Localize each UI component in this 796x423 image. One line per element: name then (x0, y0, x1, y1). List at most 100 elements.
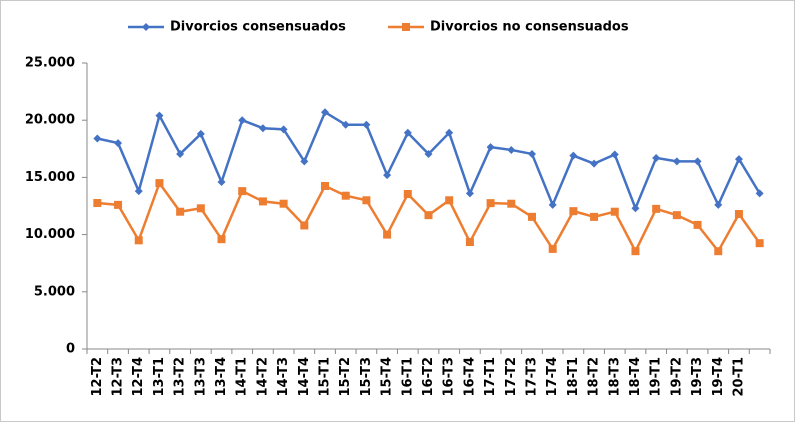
data-point (631, 247, 640, 256)
x-tick-label: 14-T3 (276, 357, 291, 397)
x-tick-label: 18-T1 (566, 357, 581, 397)
data-point (590, 212, 599, 221)
x-tick-label: 15-T2 (338, 357, 353, 397)
data-point (507, 145, 516, 154)
data-point (445, 196, 454, 205)
data-point (93, 199, 102, 208)
x-tick-label: 12-T3 (111, 357, 126, 397)
data-point (672, 211, 681, 220)
data-point (279, 199, 288, 208)
data-point (527, 212, 536, 221)
data-point (362, 120, 371, 129)
x-tick-label: 13-T3 (193, 357, 208, 397)
y-tick-label: 20.000 (25, 113, 75, 128)
x-tick-label: 17-T2 (504, 357, 519, 397)
data-point (383, 230, 392, 239)
data-point (652, 153, 661, 162)
x-tick-label: 13-T1 (152, 357, 167, 397)
x-tick-label: 15-T3 (359, 357, 374, 397)
data-point (155, 111, 164, 120)
data-point (155, 179, 164, 188)
data-point (693, 157, 702, 166)
x-tick-label: 17-T1 (483, 357, 498, 397)
data-point (279, 125, 288, 134)
x-tick-label: 12-T2 (90, 357, 105, 397)
x-tick-label: 19-T4 (711, 357, 726, 397)
data-point (693, 220, 702, 229)
data-point (486, 199, 495, 208)
x-tick-label: 16-T3 (442, 357, 457, 397)
data-point (755, 189, 764, 198)
data-point (196, 129, 205, 138)
data-point (652, 204, 661, 213)
data-point (403, 189, 412, 198)
data-point (362, 196, 371, 205)
x-tick-label: 17-T3 (524, 357, 539, 397)
y-tick-label: 25.000 (25, 56, 75, 71)
x-tick-label: 15-T1 (318, 357, 333, 397)
data-point (424, 211, 433, 220)
data-point (569, 151, 578, 160)
data-point (465, 238, 474, 247)
x-tick-label: 18-T3 (607, 357, 622, 397)
data-point (176, 207, 185, 216)
data-point (217, 235, 226, 244)
x-tick-label: 17-T4 (545, 357, 560, 397)
data-point (714, 200, 723, 209)
y-tick-label: 0 (66, 342, 75, 357)
x-tick-label: 19-T2 (669, 357, 684, 397)
x-tick-label: 14-T4 (297, 357, 312, 397)
x-tick-label: 16-T1 (400, 357, 415, 397)
data-point (258, 197, 267, 206)
x-tick-label: 19-T3 (690, 357, 705, 397)
data-point (258, 124, 267, 133)
data-point (755, 239, 764, 248)
x-tick-label: 13-T2 (173, 357, 188, 397)
data-point (548, 244, 557, 253)
data-point (176, 149, 185, 158)
data-point (569, 207, 578, 216)
x-tick-label: 13-T4 (214, 357, 229, 397)
x-tick-label: 12-T4 (131, 357, 146, 397)
data-point (238, 187, 247, 196)
data-point (403, 128, 412, 137)
data-point (300, 221, 309, 230)
x-tick-label: 14-T2 (255, 357, 270, 397)
data-point (196, 204, 205, 213)
data-point (610, 207, 619, 216)
data-point (527, 149, 536, 158)
data-point (507, 199, 516, 208)
data-point (321, 108, 330, 117)
y-tick-label: 5.000 (34, 284, 75, 299)
data-point (672, 157, 681, 166)
data-point (610, 150, 619, 159)
data-point (402, 23, 410, 31)
data-point (300, 157, 309, 166)
y-tick-label: 15.000 (25, 170, 75, 185)
data-point (445, 128, 454, 137)
data-point (134, 187, 143, 196)
data-point (93, 134, 102, 143)
x-tick-label: 14-T1 (235, 357, 250, 397)
legend-label: Divorcios no consensuados (430, 20, 629, 35)
y-tick-label: 10.000 (25, 227, 75, 242)
data-point (321, 181, 330, 190)
x-tick-label: 16-T2 (421, 357, 436, 397)
x-tick-label: 19-T1 (649, 357, 664, 397)
data-point (590, 159, 599, 168)
data-point (714, 247, 723, 256)
data-point (424, 149, 433, 158)
data-point (341, 191, 350, 200)
data-point (548, 200, 557, 209)
data-point (238, 116, 247, 125)
data-point (465, 189, 474, 198)
x-tick-label: 18-T4 (628, 357, 643, 397)
x-tick-label: 16-T4 (462, 357, 477, 397)
x-tick-label: 20-T1 (731, 357, 746, 397)
data-point (134, 236, 143, 245)
x-tick-label: 15-T4 (380, 357, 395, 397)
data-point (114, 139, 123, 148)
data-point (486, 143, 495, 152)
legend-label: Divorcios consensuados (170, 20, 346, 35)
